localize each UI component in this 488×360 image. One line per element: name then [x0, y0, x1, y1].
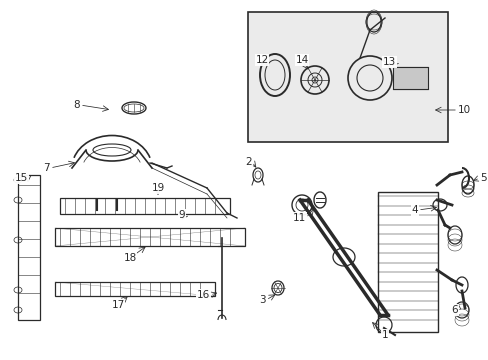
Text: 3: 3 — [259, 295, 265, 305]
Text: 6: 6 — [450, 305, 457, 315]
Bar — [377, 192, 437, 332]
Text: 5: 5 — [479, 173, 486, 183]
Text: 7: 7 — [43, 163, 50, 173]
Bar — [18, 175, 40, 320]
Text: 19: 19 — [151, 183, 164, 193]
Text: 2: 2 — [245, 157, 251, 167]
Text: 10: 10 — [457, 105, 470, 115]
Text: 18: 18 — [123, 253, 136, 263]
Bar — [60, 198, 229, 214]
Bar — [392, 67, 427, 89]
Text: 13: 13 — [382, 57, 395, 67]
Text: 1: 1 — [381, 330, 387, 340]
Text: 16: 16 — [196, 290, 209, 300]
Text: 11: 11 — [292, 213, 305, 223]
Bar — [55, 228, 244, 246]
Bar — [247, 12, 447, 142]
Text: 4: 4 — [410, 205, 417, 215]
Text: 8: 8 — [73, 100, 80, 110]
Text: 9: 9 — [178, 210, 184, 220]
Bar — [55, 282, 215, 296]
Text: 12: 12 — [255, 55, 268, 65]
Text: 14: 14 — [295, 55, 308, 65]
Text: 15: 15 — [15, 173, 28, 183]
Text: 17: 17 — [111, 300, 124, 310]
